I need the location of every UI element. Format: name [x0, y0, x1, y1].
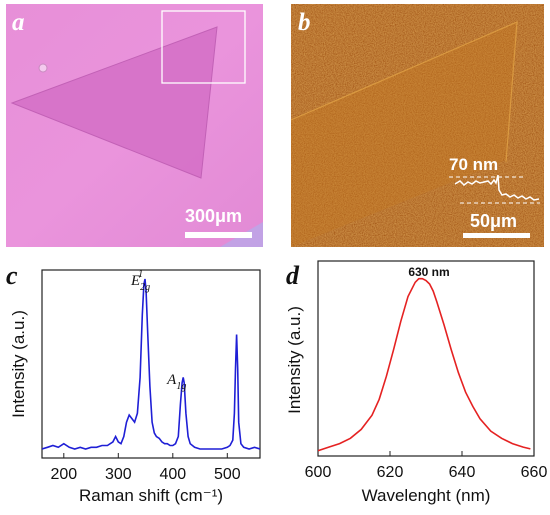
- panel-letter-b: b: [298, 9, 311, 36]
- plot-frame-d: [317, 260, 535, 457]
- scale-bar-label-a: 300μm: [185, 206, 242, 226]
- selection-box: [161, 10, 246, 84]
- panel-a: a 300μm: [6, 4, 263, 247]
- x-tick-label: 400: [159, 466, 186, 483]
- peak-label-e2g: E2g 1: [130, 269, 150, 293]
- panel-c: c 200 300 400 500 E2g 1 A1g Raman shift (cm⁻…: [6, 261, 261, 505]
- scale-bar-a: [185, 232, 252, 238]
- y-axis-label-d: Intensity (a.u.): [285, 306, 304, 414]
- x-ticks-d: 600 620 640 660: [305, 451, 548, 481]
- x-tick-label: 200: [50, 466, 77, 483]
- x-tick-label: 500: [214, 466, 241, 483]
- peak-label-a1g-subscript: 1g: [176, 381, 186, 392]
- afm-flake-edge: [290, 21, 518, 163]
- x-axis-label-d: Wavelenght (nm): [362, 486, 491, 505]
- plot-frame-c: [41, 269, 261, 459]
- x-axis-label-c: Raman shift (cm⁻¹): [79, 486, 223, 505]
- peak-label-e2g-superscript: 1: [138, 269, 143, 280]
- scale-bar-b: [463, 233, 530, 238]
- x-tick-label: 640: [449, 464, 476, 481]
- x-tick-label: 620: [377, 464, 404, 481]
- height-profile: [454, 174, 540, 201]
- peak-annotation-d: 630 nm: [408, 265, 449, 279]
- peak-label-a1g: A1g: [166, 372, 186, 392]
- x-tick-label: 600: [305, 464, 332, 481]
- panel-letter-d: d: [286, 261, 300, 290]
- raman-spectrum-line: [42, 278, 260, 450]
- flake-triangle: [12, 27, 217, 178]
- panel-d: d 600 620 640 660 630 nm Wavelenght (nm) In…: [285, 260, 548, 505]
- panel-letter-a: a: [12, 9, 25, 36]
- x-tick-label: 300: [105, 466, 132, 483]
- panel-letter-c: c: [6, 261, 18, 290]
- peak-label-a1g-base: A: [166, 372, 177, 388]
- particle-dot: [38, 63, 48, 73]
- peak-label-e2g-base: E: [130, 273, 140, 289]
- pl-spectrum-line: [318, 277, 531, 452]
- y-axis-label-c: Intensity (a.u.): [9, 310, 28, 418]
- x-tick-label: 660: [521, 464, 548, 481]
- x-ticks-c: 200 300 400 500: [50, 453, 241, 483]
- panel-b: b 70 nm 50μm: [290, 4, 544, 247]
- flake-edge: [10, 26, 218, 179]
- height-label: 70 nm: [449, 155, 498, 174]
- afm-texture: [291, 4, 544, 247]
- afm-flake: [291, 22, 517, 247]
- scale-bar-label-b: 50μm: [470, 211, 517, 231]
- peak-label-e2g-subscript: 2g: [140, 282, 150, 293]
